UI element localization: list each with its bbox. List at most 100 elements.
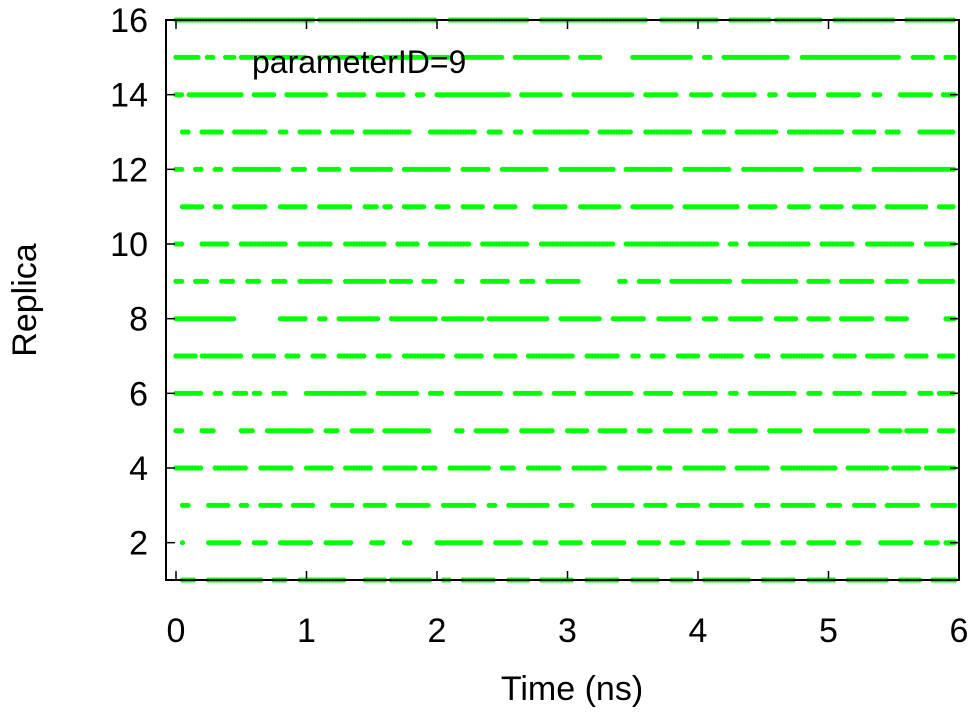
data-point xyxy=(185,129,191,135)
data-point xyxy=(772,204,778,210)
x-tick-label: 4 xyxy=(689,612,708,650)
data-point xyxy=(230,278,236,284)
data-point xyxy=(503,428,509,434)
data-point xyxy=(445,204,451,210)
data-point xyxy=(725,540,731,546)
data-point xyxy=(225,502,231,508)
data-point xyxy=(192,353,198,359)
data-point xyxy=(629,92,635,98)
data-point xyxy=(929,54,936,60)
data-point xyxy=(178,92,185,98)
data-point xyxy=(950,204,956,210)
data-point xyxy=(238,92,244,98)
data-point xyxy=(708,92,714,98)
data-point xyxy=(198,465,204,471)
data-point xyxy=(765,502,771,508)
data-point xyxy=(869,316,875,322)
data-point xyxy=(557,92,563,98)
y-tick-label: 12 xyxy=(110,151,148,189)
data-point xyxy=(695,353,701,359)
data-point xyxy=(597,54,603,60)
data-point xyxy=(322,316,328,322)
data-point xyxy=(687,129,693,135)
data-point xyxy=(908,241,915,247)
data-point xyxy=(301,54,307,60)
data-point xyxy=(242,465,248,471)
data-point xyxy=(380,540,386,546)
data-point xyxy=(349,129,355,135)
data-point xyxy=(466,241,472,247)
data-point xyxy=(635,353,641,359)
data-point xyxy=(695,502,701,508)
data-point xyxy=(387,166,394,172)
data-point xyxy=(831,540,837,546)
data-point xyxy=(856,540,862,546)
data-point xyxy=(871,204,877,210)
data-point xyxy=(485,465,491,471)
data-point xyxy=(178,241,185,247)
data-point xyxy=(849,241,855,247)
data-point xyxy=(832,465,838,471)
data-point xyxy=(438,390,444,396)
data-point xyxy=(414,390,420,396)
data-point xyxy=(302,204,308,210)
data-point xyxy=(660,353,666,359)
data-point xyxy=(621,540,627,546)
data-point xyxy=(647,465,653,471)
data-point xyxy=(510,465,516,471)
data-point xyxy=(478,353,484,359)
data-point xyxy=(712,390,718,396)
data-point xyxy=(950,129,956,135)
data-point xyxy=(308,428,314,434)
data-point xyxy=(903,278,910,284)
data-point xyxy=(616,204,622,210)
data-point xyxy=(185,502,191,508)
data-point xyxy=(322,92,328,98)
data-point xyxy=(224,241,230,247)
data-point xyxy=(432,278,438,284)
data-point xyxy=(726,166,732,172)
data-point xyxy=(498,54,505,60)
data-point xyxy=(792,316,799,322)
data-point xyxy=(517,540,524,546)
data-point xyxy=(426,428,432,434)
data-point xyxy=(738,502,744,508)
data-point xyxy=(667,166,673,172)
data-point xyxy=(256,278,262,284)
plot-frame xyxy=(165,19,960,581)
data-point xyxy=(584,428,590,434)
data-point xyxy=(765,353,771,359)
data-point xyxy=(726,278,733,284)
x-tick-label: 1 xyxy=(297,612,316,650)
data-point xyxy=(504,278,510,284)
data-point xyxy=(622,428,628,434)
x-tick-label: 2 xyxy=(428,612,447,650)
data-point xyxy=(218,129,224,135)
data-point xyxy=(951,54,957,60)
data-point xyxy=(349,502,355,508)
data-point xyxy=(838,204,844,210)
data-point xyxy=(622,278,628,284)
data-point xyxy=(544,316,550,322)
data-point xyxy=(836,502,843,508)
x-axis-label: Time (ns) xyxy=(501,670,643,708)
data-point xyxy=(276,166,282,172)
data-point xyxy=(478,540,484,546)
data-point xyxy=(720,465,726,471)
data-point xyxy=(262,204,268,210)
data-point xyxy=(270,92,277,98)
data-point xyxy=(231,54,237,60)
data-point xyxy=(569,353,575,359)
data-point xyxy=(791,540,797,546)
y-tick-label: 2 xyxy=(129,525,148,563)
data-point xyxy=(772,92,778,98)
data-point xyxy=(203,278,210,284)
data-point xyxy=(327,278,333,284)
data-point xyxy=(479,316,485,322)
data-point xyxy=(733,390,739,396)
parameter-annotation: parameterID=9 xyxy=(252,44,466,80)
data-point xyxy=(369,54,375,60)
data-point xyxy=(950,428,956,434)
